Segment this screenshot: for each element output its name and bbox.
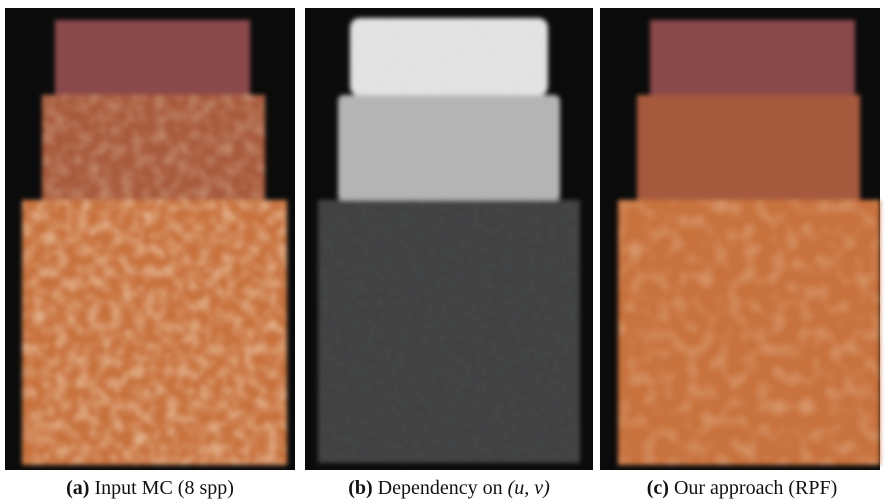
- caption-text: Dependency on: [378, 477, 503, 499]
- texture: [22, 200, 287, 465]
- caption-c: (c) Our approach (RPF): [647, 477, 838, 499]
- panel-c: [600, 8, 880, 470]
- texture: [338, 95, 560, 201]
- caption-b: (b) Dependency on (u, v): [348, 477, 550, 499]
- panel-a: [5, 8, 295, 470]
- page: (a) Input MC (8 spp) (b) Dependency on (…: [0, 0, 885, 500]
- block-mid: [637, 95, 860, 201]
- caption-tag: (b): [348, 477, 372, 499]
- caption-text: Input MC (8 spp): [94, 477, 233, 499]
- panel-b: [305, 8, 593, 470]
- texture: [42, 95, 265, 201]
- block-top: [650, 20, 855, 96]
- texture: [350, 18, 548, 96]
- caption-a: (a) Input MC (8 spp): [66, 477, 234, 499]
- texture: [318, 200, 580, 463]
- block-top: [55, 20, 250, 96]
- caption-text: Our approach (RPF): [674, 477, 837, 499]
- figure: (a) Input MC (8 spp) (b) Dependency on (…: [0, 0, 885, 500]
- render-b: [318, 18, 580, 463]
- caption-tag: (c): [647, 477, 669, 499]
- caption-tag: (a): [66, 477, 89, 499]
- caption-math: (u, v): [508, 477, 551, 499]
- texture: [618, 200, 880, 465]
- render-c: [618, 20, 880, 465]
- render-a: [22, 20, 287, 465]
